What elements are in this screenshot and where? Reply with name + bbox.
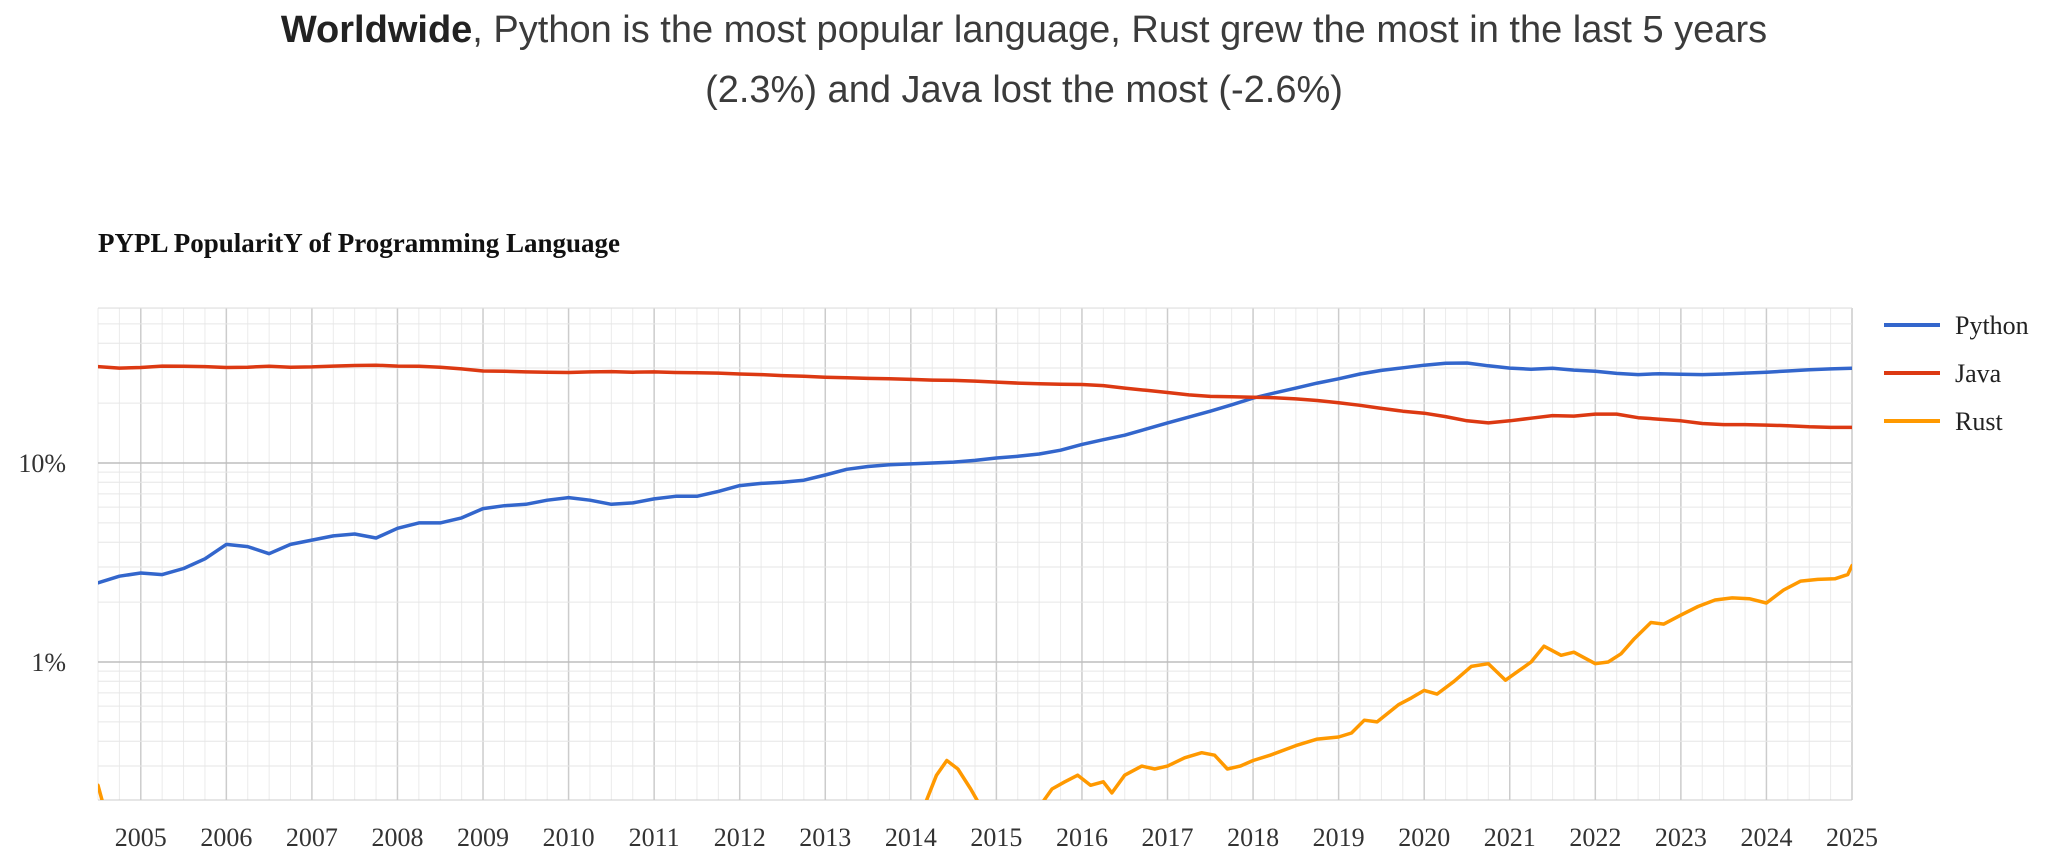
series-line-python (98, 361, 1852, 585)
x-tick-label: 2021 (1484, 823, 1536, 852)
x-tick-label: 2011 (629, 823, 680, 852)
x-tick-label: 2020 (1398, 823, 1450, 852)
headline-line1: , Python is the most popular language, R… (472, 9, 1768, 51)
x-tick-label: 2015 (970, 823, 1022, 852)
x-tick-label: 2012 (714, 823, 766, 852)
x-tick-label: 2008 (371, 823, 423, 852)
legend-label-rust: Rust (1955, 407, 2003, 436)
series-line-java (98, 363, 1852, 430)
series-line-rust (924, 758, 979, 800)
series-line-rust (1042, 563, 1852, 800)
chart-title: PYPL PopularitY of Programming Language (98, 228, 620, 258)
x-tick-label: 2022 (1569, 823, 1621, 852)
x-tick-label: 2007 (286, 823, 338, 852)
headline-bold: Worldwide (280, 9, 473, 51)
series-group (98, 361, 1852, 800)
x-tick-label: 2013 (799, 823, 851, 852)
x-tick-label: 2024 (1740, 823, 1792, 852)
series-line-rust (98, 783, 104, 800)
x-tick-label: 2025 (1826, 823, 1878, 852)
x-tick-label: 2018 (1227, 823, 1279, 852)
x-tick-label: 2016 (1056, 823, 1108, 852)
x-tick-label: 2010 (543, 823, 595, 852)
x-tick-label: 2019 (1313, 823, 1365, 852)
page-headline: Worldwide, Python is the most popular la… (0, 0, 2048, 120)
x-tick-label: 2023 (1655, 823, 1707, 852)
x-tick-label: 2017 (1142, 823, 1194, 852)
x-tick-label: 2005 (115, 823, 167, 852)
legend-label-java: Java (1955, 359, 2002, 388)
x-tick-label: 2014 (885, 823, 937, 852)
legend-label-python: Python (1955, 311, 2029, 340)
headline-line2: (2.3%) and Java lost the most (-2.6%) (705, 69, 1343, 111)
y-tick-label: 10% (18, 449, 66, 478)
y-tick-label: 1% (31, 648, 66, 677)
x-tick-label: 2006 (200, 823, 252, 852)
x-tick-label: 2009 (457, 823, 509, 852)
